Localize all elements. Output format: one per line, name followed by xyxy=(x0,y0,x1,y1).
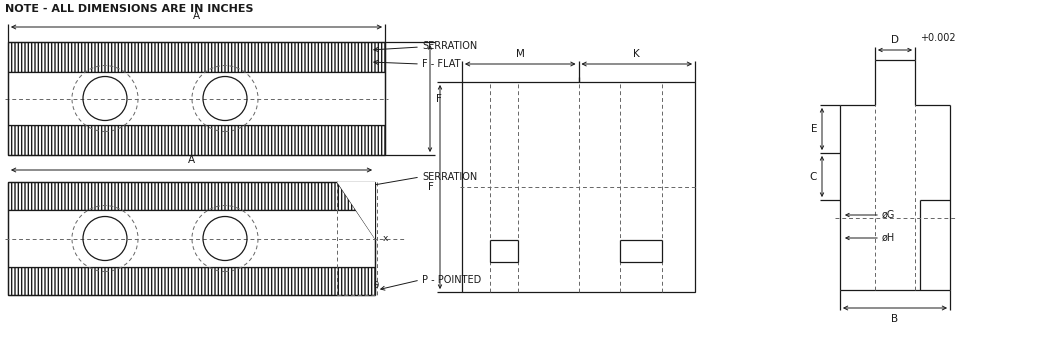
Text: M: M xyxy=(516,49,525,59)
Text: øG: øG xyxy=(882,210,896,220)
Text: A: A xyxy=(193,11,201,21)
Text: A: A xyxy=(188,155,195,165)
Text: P - POINTED: P - POINTED xyxy=(422,275,481,285)
Text: F: F xyxy=(436,93,442,104)
Text: E: E xyxy=(811,124,817,134)
Polygon shape xyxy=(337,182,375,238)
Bar xyxy=(8,72,385,125)
Bar xyxy=(8,182,375,210)
Bar xyxy=(8,267,375,295)
Text: D: D xyxy=(891,35,899,45)
Bar xyxy=(8,125,385,155)
Bar xyxy=(8,42,385,72)
Text: K: K xyxy=(633,49,640,59)
Text: SERRATION: SERRATION xyxy=(422,172,478,182)
Text: +0.002: +0.002 xyxy=(920,33,956,43)
Bar xyxy=(462,82,695,292)
Text: B: B xyxy=(891,314,899,324)
Text: θ: θ xyxy=(373,281,378,290)
Text: F - FLAT: F - FLAT xyxy=(422,59,461,69)
Text: C: C xyxy=(810,172,817,182)
Bar xyxy=(8,42,385,155)
Bar xyxy=(8,267,375,295)
Bar xyxy=(8,210,375,267)
Text: x: x xyxy=(383,234,388,243)
Text: NOTE - ALL DIMENSIONS ARE IN INCHES: NOTE - ALL DIMENSIONS ARE IN INCHES xyxy=(5,4,253,14)
Text: F: F xyxy=(428,182,434,192)
Text: øH: øH xyxy=(882,233,896,243)
Bar xyxy=(8,182,375,210)
Bar xyxy=(8,125,385,155)
Bar xyxy=(8,42,385,72)
Text: SERRATION: SERRATION xyxy=(422,41,478,51)
